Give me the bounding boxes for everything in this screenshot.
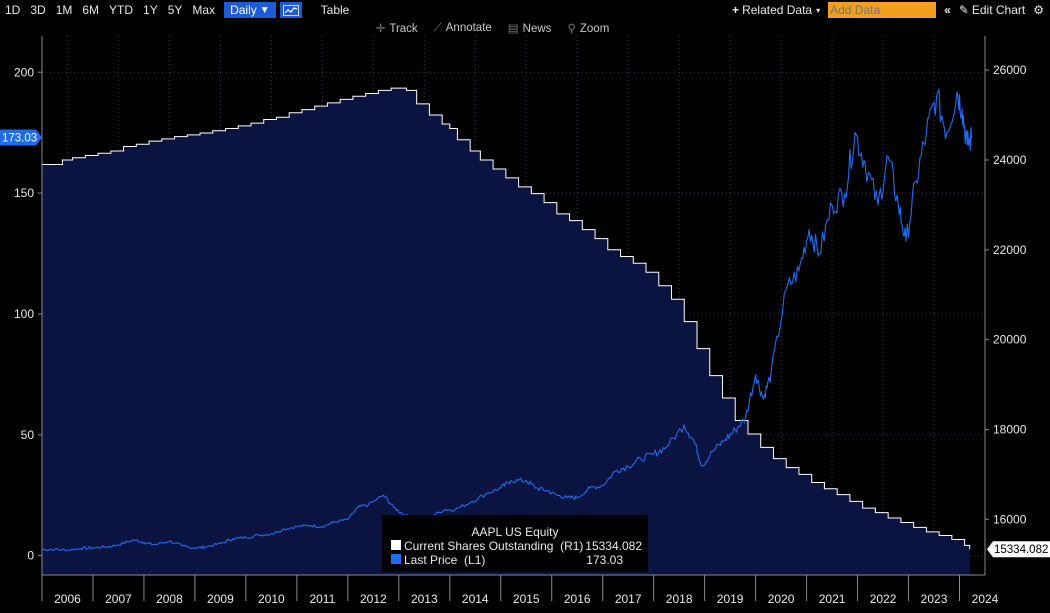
magnifier-icon: ⚲ xyxy=(567,23,576,35)
range-ytd-button[interactable]: YTD xyxy=(109,3,134,17)
left-tick-label: 50 xyxy=(21,428,35,442)
edit-chart-label: Edit Chart xyxy=(971,3,1026,17)
x-tick-label: 2016 xyxy=(564,592,591,606)
chart-type-button[interactable] xyxy=(279,2,302,18)
track-tool[interactable]: ✛ Track xyxy=(376,21,418,35)
x-tick-label: 2018 xyxy=(666,592,693,606)
news-tool[interactable]: ▤ News xyxy=(508,21,552,35)
x-tick-label: 2023 xyxy=(921,592,948,606)
x-tick-label: 2013 xyxy=(411,592,438,606)
left-tick-label: 200 xyxy=(14,65,34,79)
x-tick-label: 2019 xyxy=(717,592,744,606)
right-tick-label: 22000 xyxy=(993,243,1027,257)
collapse-chevrons-icon[interactable]: « xyxy=(944,3,951,17)
shares-outstanding-line xyxy=(42,87,971,550)
left-tick-label: 100 xyxy=(14,307,34,321)
legend-box: AAPL US Equity Current Shares Outstandin… xyxy=(382,515,648,572)
annotate-label: Annotate xyxy=(445,21,492,34)
range-1m-button[interactable]: 1M xyxy=(55,3,73,17)
add-data-input[interactable] xyxy=(828,2,937,18)
x-tick-label: 2009 xyxy=(207,592,234,606)
table-button[interactable]: Table xyxy=(320,3,350,17)
x-tick-label: 2022 xyxy=(870,592,897,606)
right-tick-label: 16000 xyxy=(993,512,1027,526)
plus-icon: + xyxy=(732,3,740,17)
related-data-button[interactable]: + Related Data ▾ xyxy=(732,3,820,17)
toolbar-right: + Related Data ▾ « ✎ Edit Chart ⚙ xyxy=(732,0,1050,20)
x-tick-label: 2017 xyxy=(615,592,642,606)
top-toolbar: 1D 3D 1M 6M YTD 1Y 5Y Max Daily ▼ Table xyxy=(0,0,1050,20)
settings-gear-icon[interactable]: ⚙ xyxy=(1033,3,1044,17)
range-max-button[interactable]: Max xyxy=(192,3,216,17)
news-label: News xyxy=(522,23,552,35)
x-tick-label: 2020 xyxy=(768,592,795,606)
right-tick-label: 20000 xyxy=(993,333,1027,347)
legend-swatch-shares xyxy=(391,540,401,550)
series-lines xyxy=(42,87,973,552)
news-icon: ▤ xyxy=(507,23,519,35)
gridlines xyxy=(42,36,986,575)
x-tick-label: 2006 xyxy=(54,592,81,606)
x-tick-label: 2008 xyxy=(156,592,183,606)
x-tick-label: 2015 xyxy=(513,592,540,606)
related-data-label: Related Data xyxy=(742,3,813,17)
legend-title: AAPL US Equity xyxy=(472,525,559,539)
legend-swatch-price xyxy=(391,554,401,564)
current-price-tag xyxy=(0,129,42,146)
zoom-label: Zoom xyxy=(579,23,610,35)
crosshair-icon: ✛ xyxy=(375,23,386,35)
right-tick-label: 18000 xyxy=(993,422,1027,436)
current-shares-tag xyxy=(987,541,1050,558)
right-tick-label: 26000 xyxy=(993,63,1027,77)
x-tick-label: 2021 xyxy=(819,592,846,606)
range-1d-button[interactable]: 1D xyxy=(5,3,21,17)
range-5y-button[interactable]: 5Y xyxy=(167,3,183,17)
x-tick-label: 2012 xyxy=(360,592,387,606)
legend-label-price: Last Price (L1) xyxy=(404,553,485,567)
edit-chart-button[interactable]: ✎ Edit Chart xyxy=(959,3,1025,17)
x-tick-label: 2014 xyxy=(462,592,489,606)
legend-value-shares: 15334.082 xyxy=(585,539,642,553)
pencil-icon: ✎ xyxy=(958,3,969,17)
current-shares-tag-label: 15334.082 xyxy=(994,544,1048,556)
legend-label-shares: Current Shares Outstanding (R1) xyxy=(404,539,583,553)
caret-down-icon: ▾ xyxy=(816,5,821,15)
range-1y-button[interactable]: 1Y xyxy=(143,3,158,17)
current-price-tag-label: 173.03 xyxy=(2,132,37,144)
annotate-line-icon: ⟋ xyxy=(433,21,442,34)
track-label: Track xyxy=(389,23,418,35)
x-tick-label: 2010 xyxy=(258,592,285,606)
frequency-dropdown[interactable]: Daily ▼ xyxy=(224,2,276,18)
legend-value-price: 173.03 xyxy=(586,553,623,567)
axes: 0 50 100 150 200 16000 18000 20000 22000 24000 260… xyxy=(0,36,1050,606)
x-tick-label: 2024 xyxy=(972,592,999,606)
right-tick-label: 24000 xyxy=(993,153,1027,167)
x-tick-label: 2007 xyxy=(105,592,132,606)
x-tick-label: 2011 xyxy=(309,592,335,606)
shares-area xyxy=(42,88,970,575)
chart-tools: ✛ Track ⟋ Annotate ▤ News ⚲ Zoom xyxy=(0,20,985,36)
frequency-label: Daily xyxy=(230,3,257,17)
left-tick-label: 150 xyxy=(14,186,34,200)
zoom-tool[interactable]: ⚲ Zoom xyxy=(567,21,609,35)
annotate-tool[interactable]: ⟋ Annotate xyxy=(434,22,492,35)
range-6m-button[interactable]: 6M xyxy=(82,3,100,17)
shares-area-fill xyxy=(42,88,970,575)
line-chart-icon xyxy=(282,4,299,16)
last-price-line xyxy=(42,88,973,552)
range-3d-button[interactable]: 3D xyxy=(30,3,46,17)
legend-background xyxy=(382,515,648,572)
dropdown-triangle-icon: ▼ xyxy=(259,4,270,16)
left-tick-label: 0 xyxy=(27,549,34,563)
